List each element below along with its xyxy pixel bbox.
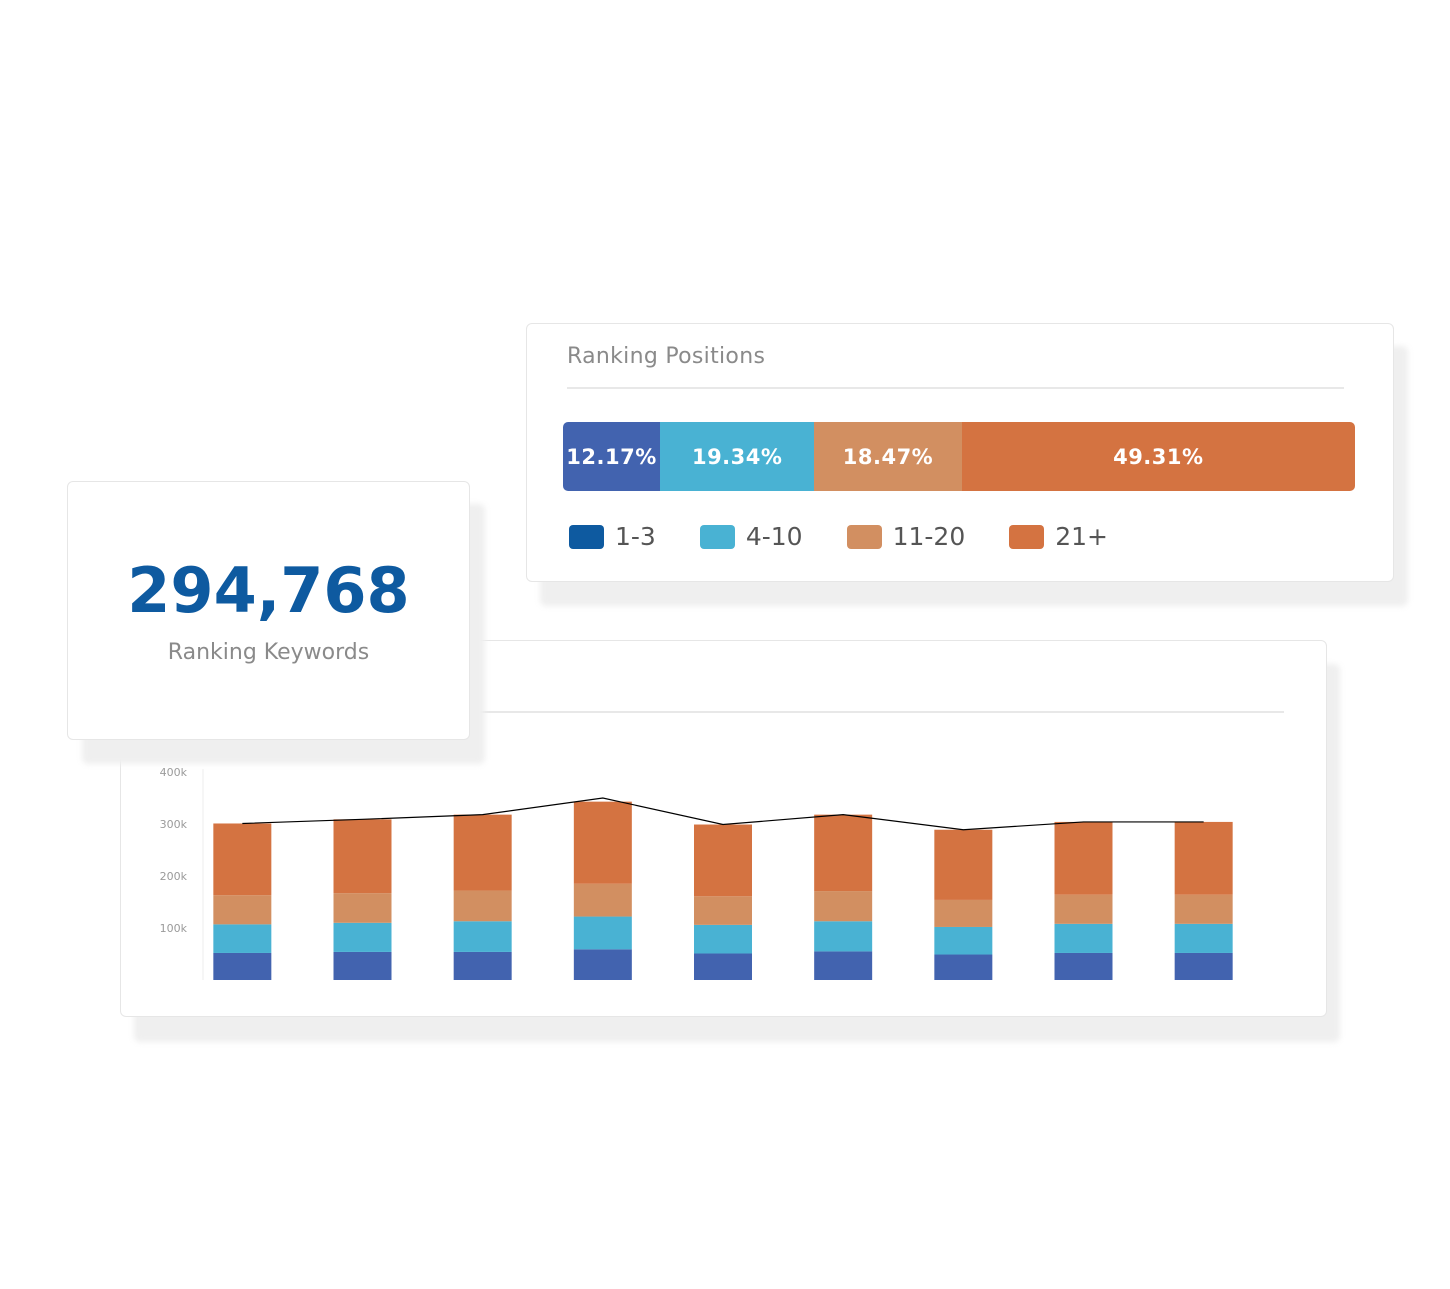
segment-1-3: 12.17% (563, 422, 661, 491)
legend-item-11-20: 11-20 (846, 522, 966, 551)
y-tick-label: 400k (160, 766, 188, 779)
bar-segment-0-3 (573, 949, 632, 980)
segment-21-plus: 49.31% (961, 422, 1355, 491)
legend-item-21-plus: 21+ (1009, 522, 1108, 551)
y-tick-label: 300k (160, 818, 188, 831)
bar-segment-1-6 (934, 926, 993, 955)
bar-segment-0-1 (333, 951, 392, 980)
bar-segment-3-0 (213, 823, 272, 896)
ranking-legend: 1-3 4-10 11-20 21+ (569, 522, 1152, 551)
bar-segment-0-5 (814, 951, 873, 980)
chart-divider (471, 711, 1284, 713)
bar-segment-1-7 (1054, 923, 1113, 953)
bar-segment-0-2 (453, 951, 512, 980)
bar-segment-3-6 (934, 829, 993, 900)
bar-segment-3-3 (573, 801, 632, 884)
segment-4-10: 19.34% (660, 422, 815, 491)
bar-segment-2-5 (814, 891, 873, 922)
segment-11-20: 18.47% (814, 422, 962, 491)
bar-segment-1-8 (1174, 923, 1233, 953)
legend-label: 1-3 (615, 522, 656, 551)
legend-swatch (846, 524, 882, 549)
kpi-value: 294,768 (127, 554, 410, 627)
ranking-keywords-card: 294,768 Ranking Keywords (67, 481, 470, 740)
ranking-distribution-bar: 12.17% 19.34% 18.47% 49.31% (563, 422, 1355, 491)
bar-segment-2-7 (1054, 894, 1113, 924)
legend-item-1-3: 1-3 (569, 522, 656, 551)
bar-segment-2-8 (1174, 894, 1233, 924)
bar-segment-3-4 (694, 824, 752, 897)
y-tick-label: 100k (160, 922, 188, 935)
legend-item-4-10: 4-10 (699, 522, 803, 551)
bar-segment-3-8 (1174, 821, 1233, 895)
bar-segment-3-2 (453, 814, 512, 891)
legend-swatch (1009, 524, 1045, 549)
bar-segment-1-1 (333, 922, 392, 952)
stacked-bar-chart: 100k 200k 300k 400k (160, 766, 1233, 980)
bar-segment-0-8 (1174, 952, 1233, 980)
bar-segment-3-5 (814, 814, 873, 892)
ranking-divider (567, 387, 1344, 389)
bar-segment-2-3 (573, 883, 632, 917)
bar-segment-3-1 (333, 819, 392, 894)
bar-segment-3-7 (1054, 821, 1113, 895)
legend-swatch (569, 524, 604, 549)
legend-label: 4-10 (745, 522, 803, 551)
ranking-positions-card: Ranking Positions 12.17% 19.34% 18.47% 4… (526, 323, 1394, 582)
ranking-positions-title: Ranking Positions (567, 344, 766, 369)
bar-segment-1-4 (694, 924, 752, 954)
legend-label: 11-20 (892, 522, 966, 551)
bar-segment-2-2 (453, 890, 512, 922)
bar-segment-2-6 (934, 899, 993, 927)
bar-segment-0-0 (213, 952, 272, 980)
bar-segment-1-5 (814, 921, 873, 952)
bar-segment-1-3 (573, 916, 632, 950)
y-tick-label: 200k (160, 870, 188, 883)
bar-segment-1-0 (213, 924, 272, 953)
bar-segment-1-2 (453, 921, 512, 952)
bar-segment-2-4 (694, 896, 752, 925)
bar-segment-2-1 (333, 893, 392, 923)
bar-segment-0-4 (694, 953, 752, 980)
total-trend-line (242, 797, 1204, 831)
bar-segment-0-6 (934, 954, 993, 980)
bar-segment-2-0 (213, 895, 272, 925)
bar-segment-0-7 (1054, 952, 1113, 980)
legend-swatch (699, 524, 735, 549)
legend-label: 21+ (1055, 522, 1109, 551)
kpi-label: Ranking Keywords (167, 640, 370, 665)
